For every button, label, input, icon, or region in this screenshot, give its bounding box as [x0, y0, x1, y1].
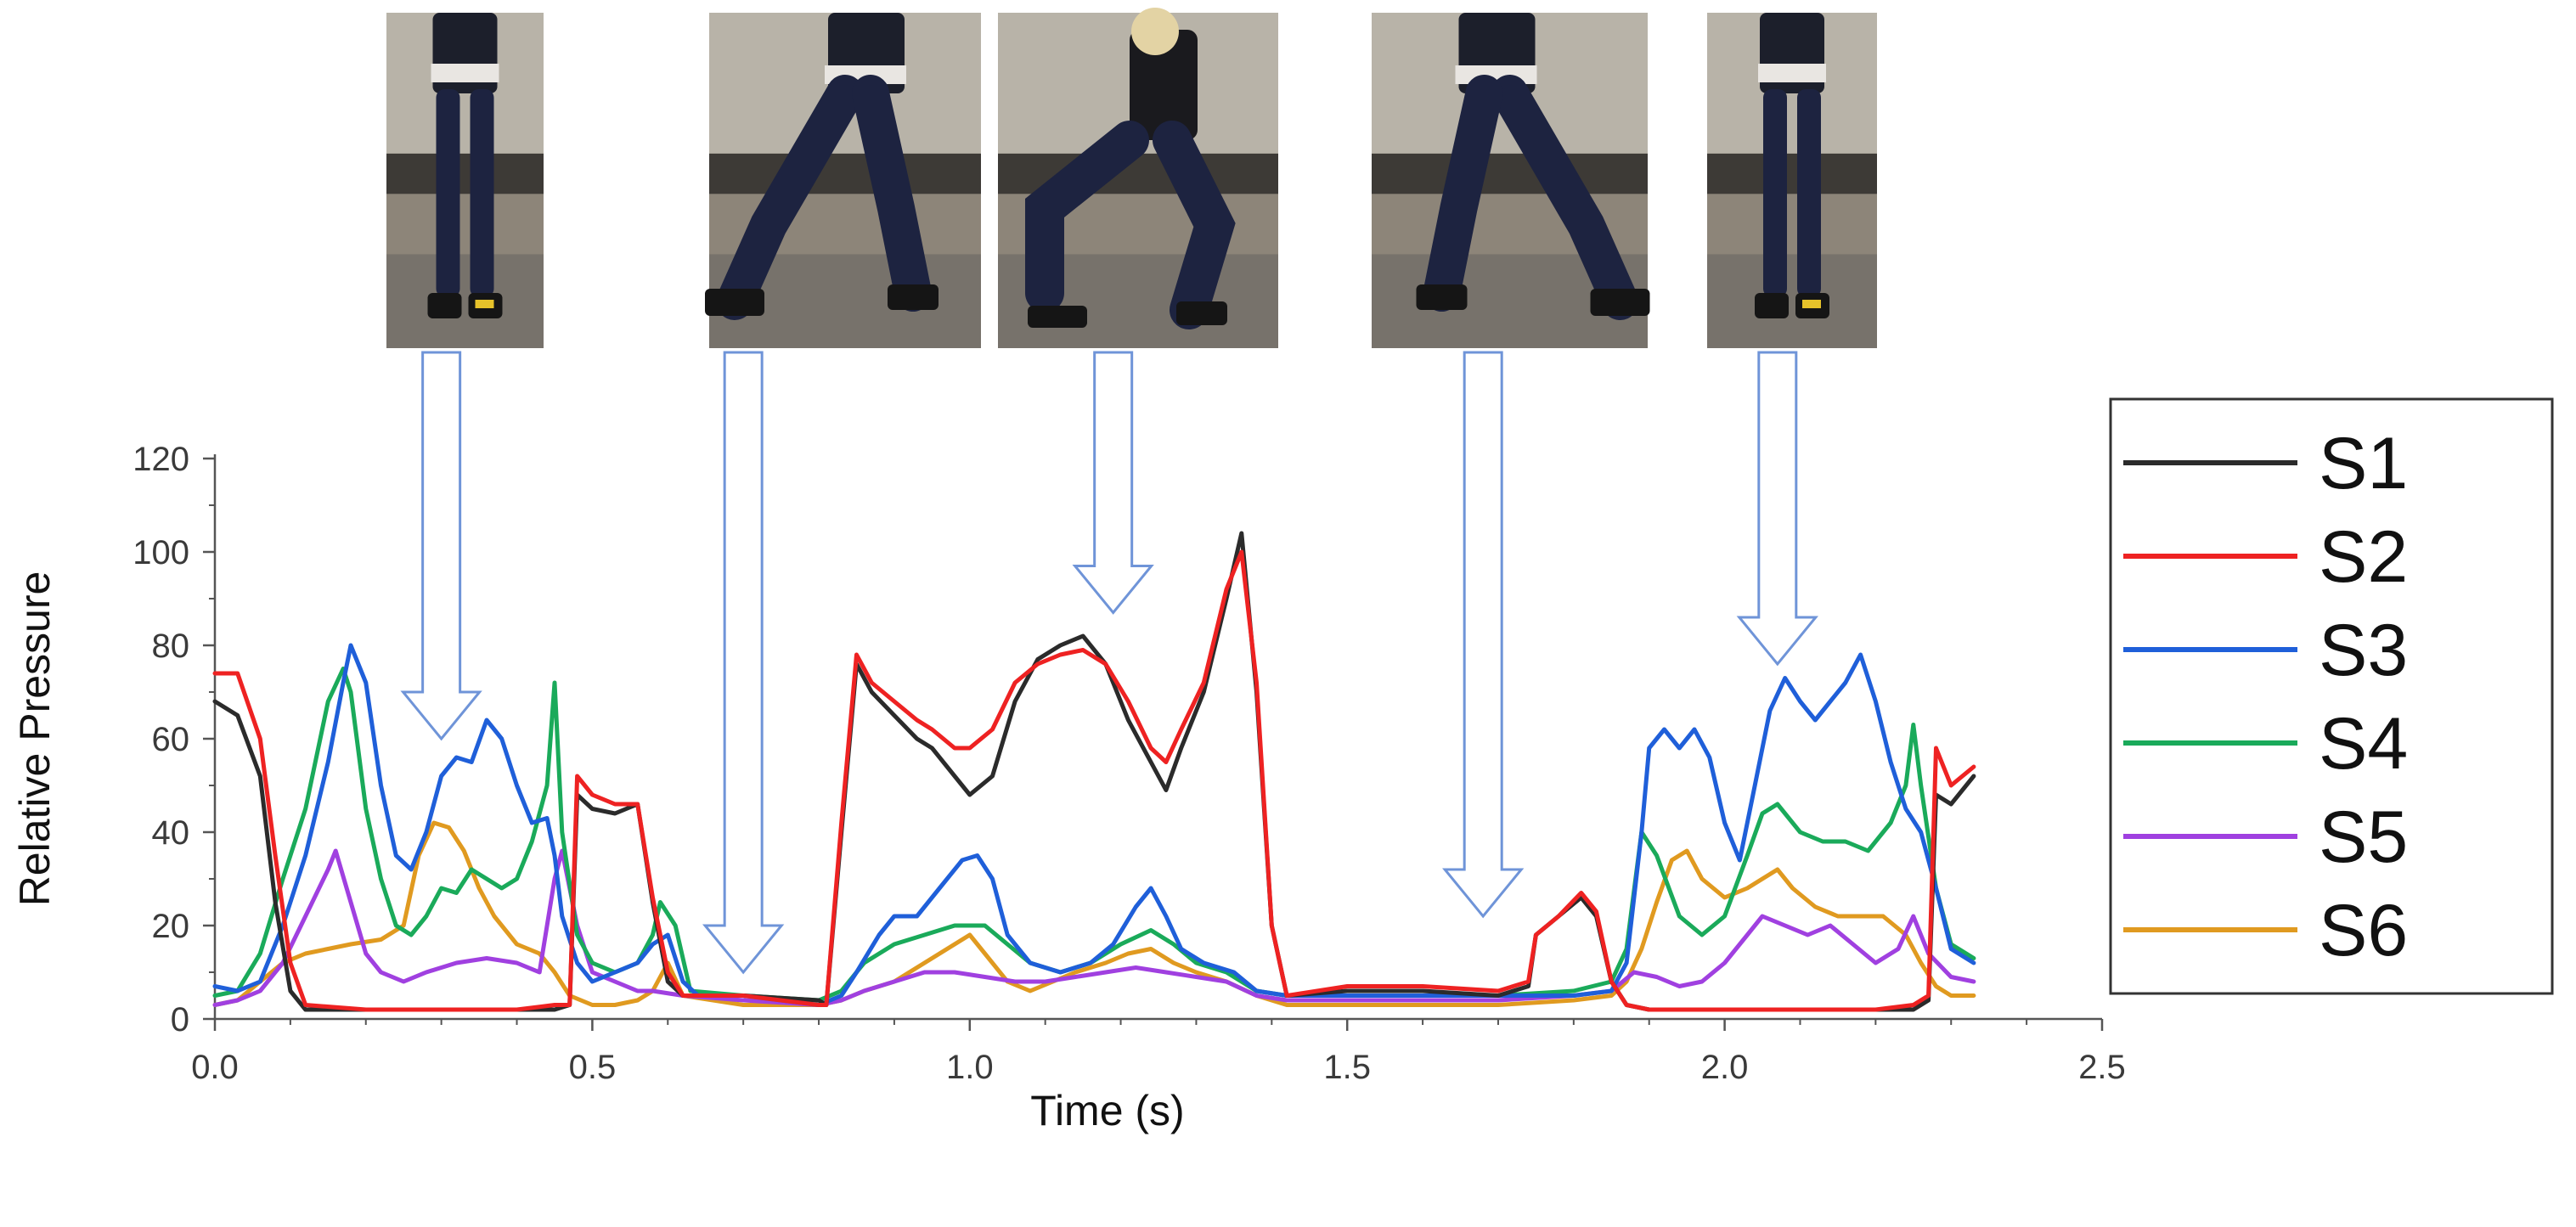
x-axis-label: Time (s): [1030, 1087, 1184, 1134]
series-line-s2: [212, 549, 1976, 1012]
shoe-shape: [888, 284, 939, 310]
floor-area: [386, 254, 544, 348]
arrow-group: [400, 351, 1818, 975]
legend-label: S5: [2319, 796, 2408, 878]
right-leg-shape: [1797, 89, 1821, 297]
x-tick-label: 1.5: [1323, 1049, 1371, 1086]
shoe-shape: [1590, 289, 1650, 316]
right-leg-shape: [470, 89, 494, 297]
photo-standing: [386, 13, 544, 348]
photo-lunge: [998, 8, 1278, 348]
desk-shape: [386, 153, 544, 194]
down-arrow-icon: [702, 351, 785, 975]
desk-shape: [709, 153, 981, 194]
y-tick-label: 0: [171, 1001, 189, 1038]
shirt-shape: [431, 64, 499, 82]
legend-label: S6: [2319, 890, 2408, 971]
sensor-insole-shape: [1802, 300, 1821, 308]
shoe-shape: [1416, 284, 1468, 310]
front-leg-shape: [852, 75, 932, 312]
y-tick-label: 80: [152, 628, 190, 665]
legend: S1 S2 S3 S4 S5 S6: [2109, 397, 2554, 995]
shirt-shape: [1758, 64, 1826, 82]
down-arrow-icon: [1736, 351, 1818, 667]
x-tick-label: 2.0: [1701, 1049, 1749, 1086]
y-axis-label: Relative Pressure: [11, 571, 59, 907]
x-tick-label: 0.0: [191, 1049, 239, 1086]
photo-stepping: [705, 13, 981, 348]
front-leg-shape: [1423, 75, 1503, 312]
legend-label: S1: [2319, 423, 2408, 504]
shoe-shape: [427, 293, 462, 318]
floor-area: [1707, 254, 1877, 348]
y-tick-label: 100: [132, 534, 189, 571]
y-tick-label: 40: [152, 814, 190, 852]
series-line-s1: [212, 531, 1976, 1012]
axes: 0 20 40 60 80 100 120 0.0 0.5 1.0 1.5 2.0 2.5 Time (s…: [11, 441, 2126, 1134]
y-tick-label: 60: [152, 721, 190, 758]
hair-shape: [1131, 8, 1179, 55]
front-leg-shape: [1153, 121, 1236, 329]
y-tick-label: 120: [132, 441, 189, 478]
x-tick-label: 0.5: [569, 1049, 617, 1086]
photo-rising: [1372, 13, 1650, 348]
x-tick-label: 2.5: [2078, 1049, 2126, 1086]
desk-shape: [1707, 153, 1877, 194]
rear-leg-shape: [1491, 75, 1639, 320]
series-line-s3: [212, 643, 1976, 1007]
rear-leg-shape: [716, 75, 864, 320]
x-tick-label: 1.0: [946, 1049, 994, 1086]
desk-shape: [1372, 153, 1648, 194]
series-line-s4: [212, 667, 1976, 1003]
left-leg-shape: [436, 89, 460, 297]
legend-label: S4: [2319, 703, 2408, 785]
series-group: [212, 531, 1976, 1012]
shoe-shape: [705, 289, 764, 316]
legend-label: S2: [2319, 516, 2408, 598]
legend-box: [2109, 397, 2554, 995]
series-line-s6: [212, 820, 1976, 1007]
down-arrow-icon: [1072, 351, 1154, 615]
down-arrow-icon: [1442, 351, 1525, 919]
shoe-shape: [1176, 301, 1227, 325]
rear-leg-shape: [1025, 121, 1149, 312]
y-tick-label: 20: [152, 908, 190, 945]
down-arrow-icon: [400, 351, 482, 741]
shoe-shape: [1028, 306, 1087, 328]
torso-shape: [1130, 30, 1198, 140]
left-leg-shape: [1763, 89, 1787, 297]
shoe-shape: [1755, 293, 1789, 318]
sensor-insole-shape: [475, 300, 494, 308]
photo-standing-again: [1707, 13, 1877, 348]
series-line-s5: [212, 848, 1976, 1007]
legend-label: S3: [2319, 610, 2408, 691]
photo-strip: [386, 8, 1877, 348]
